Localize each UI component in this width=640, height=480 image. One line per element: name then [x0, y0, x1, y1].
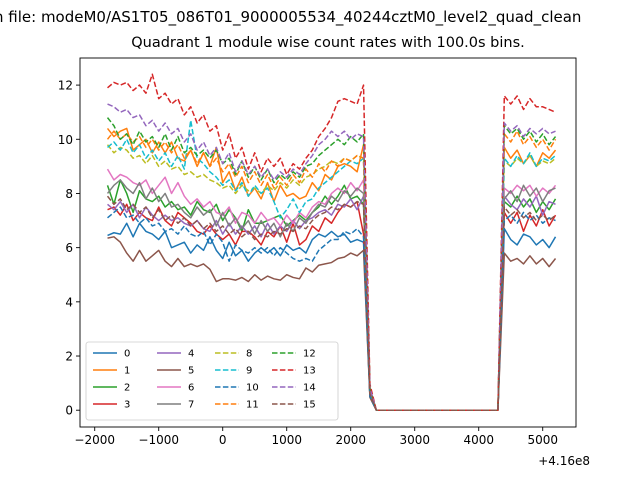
x-tick-label: −2000: [74, 433, 115, 447]
legend-label-1: 1: [124, 366, 130, 377]
legend-label-4: 4: [188, 349, 194, 360]
series-line-9: [107, 119, 557, 411]
legend-label-5: 5: [188, 366, 194, 377]
x-tick-label: 3000: [399, 433, 430, 447]
legend-label-14: 14: [303, 383, 316, 394]
legend-label-12: 12: [303, 349, 316, 360]
legend-label-7: 7: [188, 400, 194, 411]
x-tick-label: 4000: [463, 433, 494, 447]
y-tick-label: 4: [65, 295, 73, 309]
y-tick-label: 2: [65, 350, 73, 364]
x-tick-label: 0: [219, 433, 227, 447]
chart-title: Quadrant 1 module wise count rates with …: [131, 35, 525, 51]
y-tick-label: 6: [65, 241, 73, 255]
series-line-13: [107, 73, 556, 411]
y-tick-label: 12: [58, 79, 73, 93]
y-tick-label: 0: [65, 404, 73, 418]
legend-label-0: 0: [124, 349, 130, 360]
x-tick-label: −1000: [138, 433, 179, 447]
legend-label-8: 8: [246, 349, 252, 360]
legend-label-3: 3: [124, 400, 130, 411]
x-tick-label: 5000: [527, 433, 558, 447]
legend-label-2: 2: [124, 383, 130, 394]
legend-label-10: 10: [246, 383, 259, 394]
y-tick-label: 10: [58, 133, 73, 147]
x-tick-label: 2000: [335, 433, 366, 447]
x-tick-label: 1000: [271, 433, 302, 447]
legend-label-6: 6: [188, 383, 194, 394]
series-line-11: [106, 130, 557, 411]
y-tick-label: 8: [65, 187, 73, 201]
series-line-14: [107, 103, 556, 411]
x-offset-label: +4.16e8: [538, 454, 590, 468]
figure-title: n file: modeM0/AS1T05_086T01_9000005534_…: [0, 8, 582, 26]
legend-label-13: 13: [303, 366, 316, 377]
legend-label-15: 15: [303, 400, 316, 411]
series-line-15: [106, 195, 557, 411]
legend-label-11: 11: [246, 400, 259, 411]
legend-box: [85, 341, 339, 421]
plot-frame: [79, 57, 577, 428]
legend-label-9: 9: [246, 366, 252, 377]
